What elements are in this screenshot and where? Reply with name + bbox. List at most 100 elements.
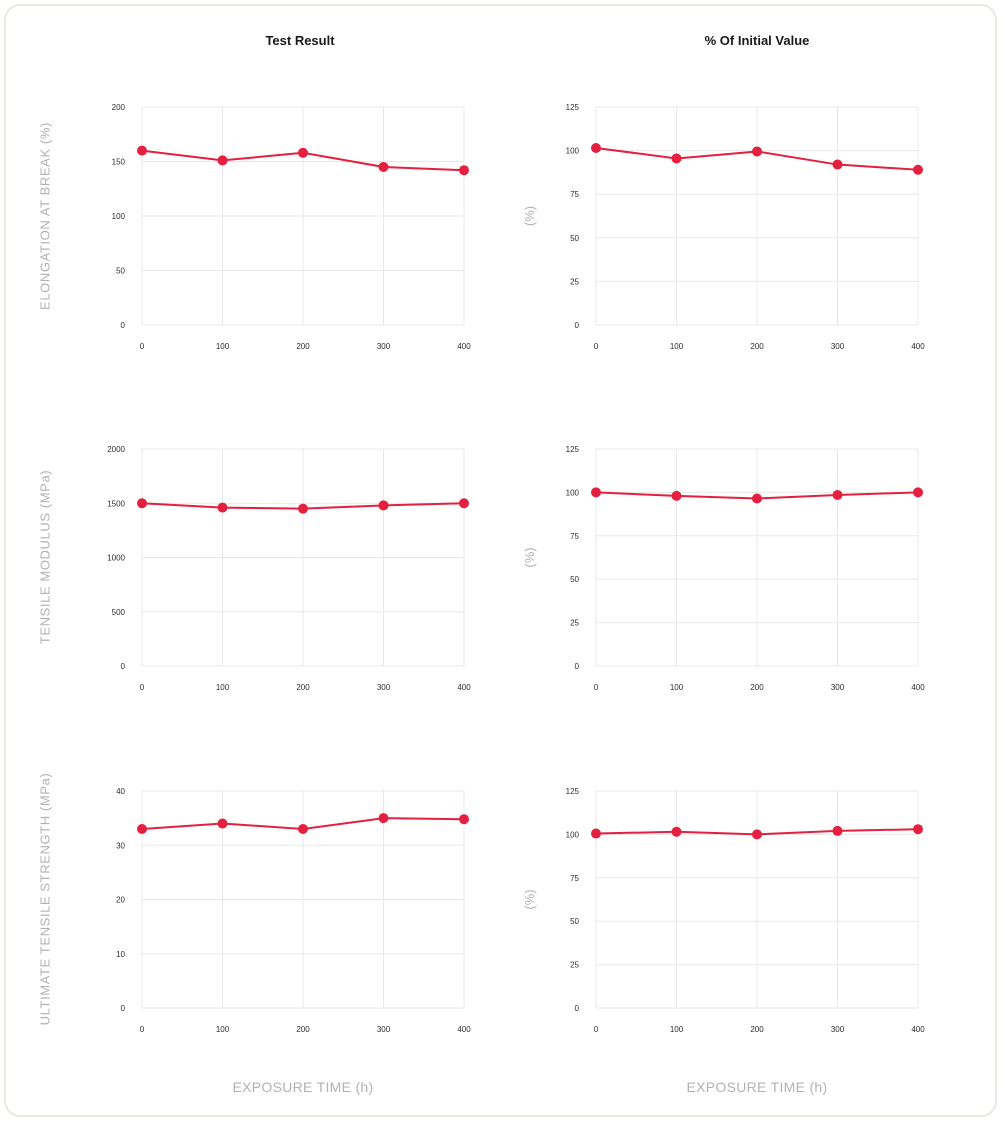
y-tick-label: 0	[575, 1004, 580, 1013]
data-point	[459, 814, 469, 825]
right-x-axis-label: EXPOSURE TIME (h)	[686, 1079, 828, 1095]
y-tick-label: 100	[112, 212, 126, 221]
data-point	[459, 498, 469, 509]
data-point	[378, 813, 389, 824]
data-point	[591, 142, 601, 153]
data-point	[913, 487, 923, 498]
x-tick-label: 0	[140, 683, 145, 692]
x-tick-label: 400	[911, 1025, 925, 1034]
x-tick-label: 200	[296, 683, 310, 692]
data-point	[752, 493, 762, 504]
x-tick-label: 100	[670, 342, 684, 351]
x-tick-label: 300	[377, 342, 391, 351]
data-point	[832, 490, 843, 501]
x-tick-label: 100	[216, 1025, 230, 1034]
x-tick-label: 300	[831, 1025, 845, 1034]
x-tick-label: 400	[457, 342, 471, 351]
y-tick-label: 10	[116, 950, 125, 959]
x-tick-label: 200	[296, 1025, 310, 1034]
data-point	[137, 498, 147, 509]
y-tick-label: 125	[566, 103, 580, 112]
y-tick-label: 100	[566, 830, 580, 839]
data-point	[832, 825, 843, 836]
data-point	[137, 823, 147, 834]
x-tick-label: 100	[216, 683, 230, 692]
y-tick-label: 75	[570, 874, 579, 883]
y-tick-label: 1500	[107, 499, 125, 508]
y-axis-label: (%)	[522, 206, 537, 226]
data-point	[591, 487, 601, 498]
y-tick-label: 0	[575, 662, 580, 671]
y-tick-label: 2000	[107, 445, 125, 454]
y-tick-label: 0	[575, 321, 580, 330]
data-point	[913, 164, 923, 175]
y-tick-label: 75	[570, 190, 579, 199]
x-tick-label: 200	[750, 683, 764, 692]
x-tick-label: 0	[594, 342, 599, 351]
y-tick-label: 500	[112, 608, 126, 617]
y-tick-label: 100	[566, 488, 580, 497]
x-tick-label: 100	[670, 683, 684, 692]
x-tick-label: 0	[594, 683, 599, 692]
y-tick-label: 50	[570, 575, 579, 584]
y-tick-label: 0	[121, 662, 126, 671]
data-point	[832, 159, 843, 170]
data-point	[217, 155, 228, 166]
y-tick-label: 125	[566, 787, 580, 796]
x-tick-label: 0	[140, 1025, 145, 1034]
data-point	[298, 147, 308, 158]
data-point	[137, 145, 147, 156]
x-tick-label: 100	[670, 1025, 684, 1034]
x-tick-label: 300	[377, 1025, 391, 1034]
y-tick-label: 200	[112, 103, 126, 112]
y-tick-label: 75	[570, 532, 579, 541]
y-tick-label: 25	[570, 619, 579, 628]
data-point	[217, 818, 228, 829]
y-tick-label: 50	[116, 267, 125, 276]
x-tick-label: 0	[140, 342, 145, 351]
left-x-axis-label: EXPOSURE TIME (h)	[232, 1079, 374, 1095]
x-tick-label: 400	[911, 342, 925, 351]
x-tick-label: 200	[750, 342, 764, 351]
data-point	[671, 490, 682, 501]
x-tick-label: 200	[750, 1025, 764, 1034]
data-point	[378, 500, 389, 511]
x-tick-label: 100	[216, 342, 230, 351]
data-point	[752, 829, 762, 840]
y-tick-label: 30	[116, 841, 125, 850]
y-axis-label: (%)	[522, 889, 537, 909]
y-tick-label: 0	[121, 321, 126, 330]
data-point	[459, 165, 469, 176]
y-tick-label: 25	[570, 277, 579, 286]
y-tick-label: 150	[112, 158, 126, 167]
y-tick-label: 125	[566, 445, 580, 454]
x-tick-label: 300	[831, 683, 845, 692]
data-point	[298, 503, 308, 514]
data-point	[671, 826, 682, 837]
data-point	[591, 828, 601, 839]
card-frame	[4, 4, 997, 1117]
data-point	[913, 824, 923, 835]
x-tick-label: 400	[457, 683, 471, 692]
data-point	[671, 153, 682, 164]
data-point	[298, 823, 308, 834]
data-point	[378, 161, 389, 172]
y-axis-label: (%)	[522, 547, 537, 567]
data-point	[752, 146, 762, 157]
x-tick-label: 300	[377, 683, 391, 692]
y-tick-label: 40	[116, 787, 125, 796]
y-tick-label: 1000	[107, 554, 125, 563]
x-tick-label: 0	[594, 1025, 599, 1034]
x-tick-label: 400	[457, 1025, 471, 1034]
y-tick-label: 25	[570, 961, 579, 970]
left-column-title: Test Result	[265, 33, 335, 48]
x-tick-label: 300	[831, 342, 845, 351]
y-tick-label: 50	[570, 234, 579, 243]
y-tick-label: 100	[566, 147, 580, 156]
y-tick-label: 20	[116, 896, 125, 905]
y-tick-label: 50	[570, 917, 579, 926]
right-column-title: % Of Initial Value	[704, 33, 810, 48]
x-tick-label: 200	[296, 342, 310, 351]
x-tick-label: 400	[911, 683, 925, 692]
